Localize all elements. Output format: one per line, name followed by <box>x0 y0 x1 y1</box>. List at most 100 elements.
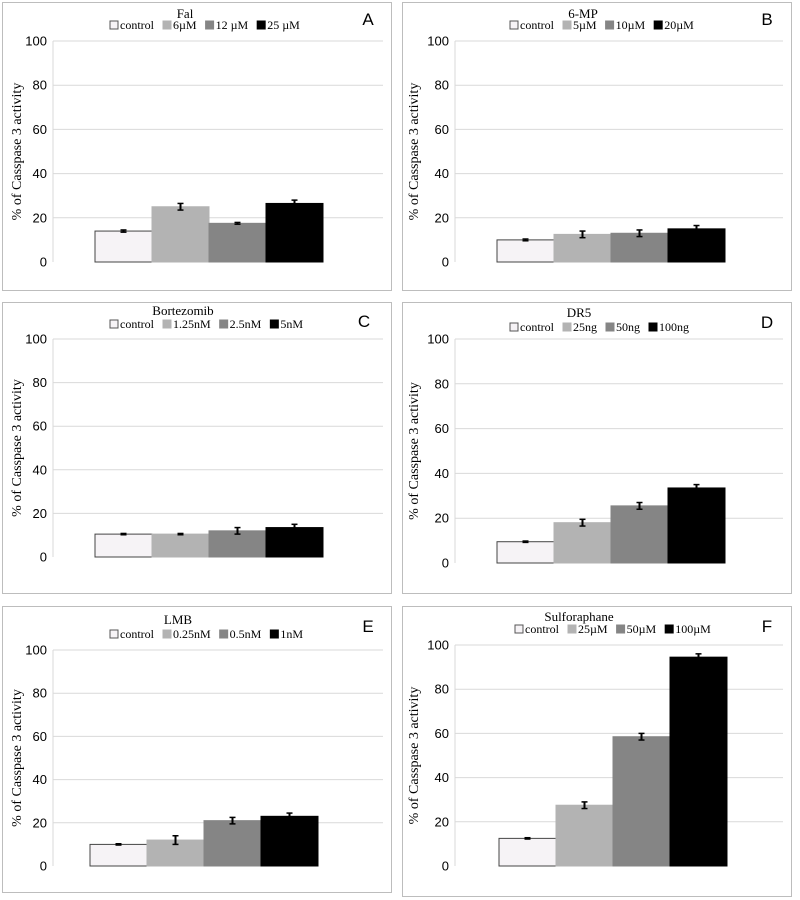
legend-swatch <box>110 21 118 29</box>
legend-swatch <box>110 630 118 638</box>
y-tick-label: 60 <box>435 421 449 436</box>
legend-swatch <box>163 320 171 328</box>
y-tick-label: 40 <box>435 770 449 785</box>
legend-label: 6µM <box>173 18 197 32</box>
legend-swatch <box>510 21 518 29</box>
y-tick-label: 0 <box>442 859 449 874</box>
bar-0 <box>497 542 554 563</box>
y-tick-label: 100 <box>25 332 47 347</box>
legend-swatch <box>257 21 265 29</box>
y-tick-label: 20 <box>435 814 449 829</box>
y-tick-label: 0 <box>40 859 47 874</box>
legend-swatch <box>270 630 278 638</box>
bar-2 <box>613 737 670 866</box>
y-tick-label: 100 <box>25 643 47 658</box>
legend-label: 0.25nM <box>173 627 211 641</box>
bar-3 <box>261 816 318 866</box>
y-axis-label: % of Casspase 3 activity <box>407 382 422 520</box>
legend-label: control <box>120 317 155 331</box>
y-tick-label: 0 <box>40 550 47 565</box>
panel-letter: E <box>362 617 373 636</box>
legend-label: 5nM <box>280 317 303 331</box>
legend-label: 1nM <box>280 627 303 641</box>
legend-label: 10µM <box>616 18 646 32</box>
legend-swatch <box>563 323 571 331</box>
y-tick-label: 20 <box>435 511 449 526</box>
legend-swatch <box>665 625 673 633</box>
bar-0 <box>95 231 152 262</box>
legend-label: 50µM <box>627 622 657 636</box>
panel-letter: A <box>362 10 374 29</box>
legend-label: 50ng <box>616 320 640 334</box>
bar-3 <box>668 488 725 563</box>
y-tick-label: 20 <box>435 210 449 225</box>
bar-1 <box>554 234 611 262</box>
legend-swatch <box>220 320 228 328</box>
panel-letter: B <box>761 10 772 29</box>
y-tick-label: 40 <box>33 166 47 181</box>
y-tick-label: 100 <box>427 34 449 49</box>
legend-label: 1.25nM <box>173 317 211 331</box>
bar-2 <box>611 233 668 262</box>
bar-0 <box>499 838 556 866</box>
bar-2 <box>209 223 266 262</box>
bar-0 <box>90 844 147 866</box>
bar-2 <box>204 821 261 866</box>
y-tick-label: 60 <box>33 729 47 744</box>
legend-swatch <box>220 630 228 638</box>
bar-0 <box>497 240 554 262</box>
y-tick-label: 20 <box>33 210 47 225</box>
y-tick-label: 40 <box>33 772 47 787</box>
bar-2 <box>611 506 668 563</box>
y-tick-label: 80 <box>435 682 449 697</box>
legend-label: 25 µM <box>267 18 300 32</box>
y-tick-label: 80 <box>435 78 449 93</box>
bar-3 <box>266 203 323 262</box>
legend-swatch <box>206 21 214 29</box>
panel-letter: C <box>358 312 370 331</box>
y-tick-label: 60 <box>33 419 47 434</box>
y-tick-label: 0 <box>442 255 449 270</box>
y-tick-label: 40 <box>435 466 449 481</box>
y-tick-label: 20 <box>33 815 47 830</box>
y-tick-label: 60 <box>435 726 449 741</box>
legend-swatch <box>649 323 657 331</box>
panel-letter: F <box>762 617 772 636</box>
legend-swatch <box>654 21 662 29</box>
bar-1 <box>152 534 209 557</box>
y-tick-label: 60 <box>435 122 449 137</box>
panel-letter: D <box>761 313 773 332</box>
bar-1 <box>554 523 611 563</box>
legend-label: 5µM <box>573 18 597 32</box>
legend-swatch <box>510 323 518 331</box>
y-axis-label: % of Casspase 3 activity <box>407 83 422 221</box>
chart-title: LMB <box>164 612 193 627</box>
y-tick-label: 20 <box>33 506 47 521</box>
y-tick-label: 100 <box>427 332 449 347</box>
legend-swatch <box>163 21 171 29</box>
legend-label: control <box>520 320 555 334</box>
bar-3 <box>668 229 725 262</box>
legend-label: control <box>120 18 155 32</box>
legend-label: 25ng <box>573 320 597 334</box>
y-tick-label: 80 <box>435 376 449 391</box>
legend-label: 12 µM <box>216 18 249 32</box>
legend-swatch <box>606 323 614 331</box>
y-axis-label: % of Casspase 3 activity <box>10 379 25 517</box>
y-tick-label: 100 <box>25 34 47 49</box>
legend-label: 100ng <box>659 320 689 334</box>
bar-1 <box>556 805 613 866</box>
legend-swatch <box>617 625 625 633</box>
legend-swatch <box>568 625 576 633</box>
y-tick-label: 40 <box>33 462 47 477</box>
bar-3 <box>266 528 323 557</box>
legend-label: control <box>520 18 555 32</box>
legend-swatch <box>606 21 614 29</box>
legend-label: control <box>120 627 155 641</box>
